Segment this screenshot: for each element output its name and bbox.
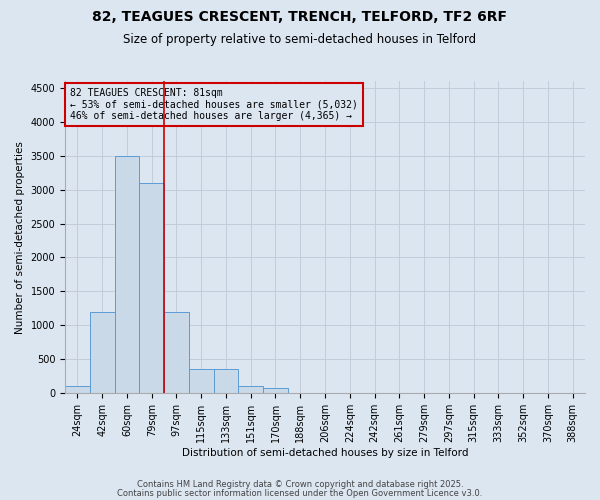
- Bar: [214, 369, 238, 393]
- Text: Contains public sector information licensed under the Open Government Licence v3: Contains public sector information licen…: [118, 488, 482, 498]
- Bar: [189, 369, 214, 393]
- Y-axis label: Number of semi-detached properties: Number of semi-detached properties: [15, 140, 25, 334]
- Text: Contains HM Land Registry data © Crown copyright and database right 2025.: Contains HM Land Registry data © Crown c…: [137, 480, 463, 489]
- Bar: [115, 156, 139, 393]
- Bar: [164, 312, 189, 393]
- Bar: [65, 386, 90, 393]
- Bar: [139, 183, 164, 393]
- X-axis label: Distribution of semi-detached houses by size in Telford: Distribution of semi-detached houses by …: [182, 448, 468, 458]
- Text: 82 TEAGUES CRESCENT: 81sqm
← 53% of semi-detached houses are smaller (5,032)
46%: 82 TEAGUES CRESCENT: 81sqm ← 53% of semi…: [70, 88, 358, 121]
- Text: 82, TEAGUES CRESCENT, TRENCH, TELFORD, TF2 6RF: 82, TEAGUES CRESCENT, TRENCH, TELFORD, T…: [92, 10, 508, 24]
- Bar: [263, 388, 288, 393]
- Bar: [238, 386, 263, 393]
- Text: Size of property relative to semi-detached houses in Telford: Size of property relative to semi-detach…: [124, 32, 476, 46]
- Bar: [90, 312, 115, 393]
